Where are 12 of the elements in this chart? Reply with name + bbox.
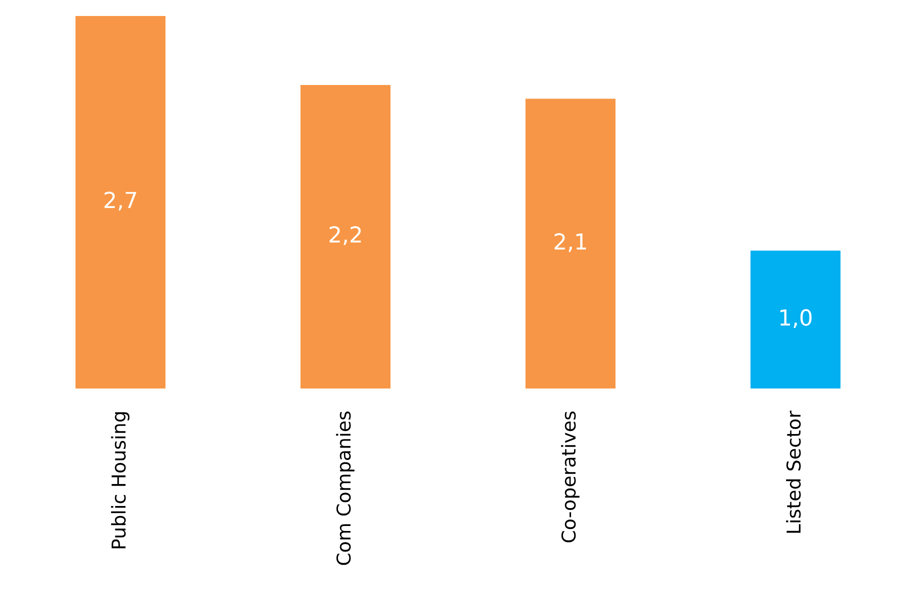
x-tick-label: Public Housing (108, 410, 130, 550)
x-tick-label: Co-operatives (558, 410, 580, 544)
bar (76, 16, 166, 389)
x-tick-label: Com Companies (333, 410, 356, 566)
data-label: 2,1 (553, 230, 588, 256)
bar (750, 250, 840, 389)
x-tick-label: Listed Sector (783, 410, 806, 535)
data-label: 1,0 (778, 306, 813, 332)
bar (300, 84, 390, 389)
bar (526, 98, 616, 389)
data-label: 2,7 (103, 188, 138, 214)
data-label: 2,2 (328, 223, 363, 248)
